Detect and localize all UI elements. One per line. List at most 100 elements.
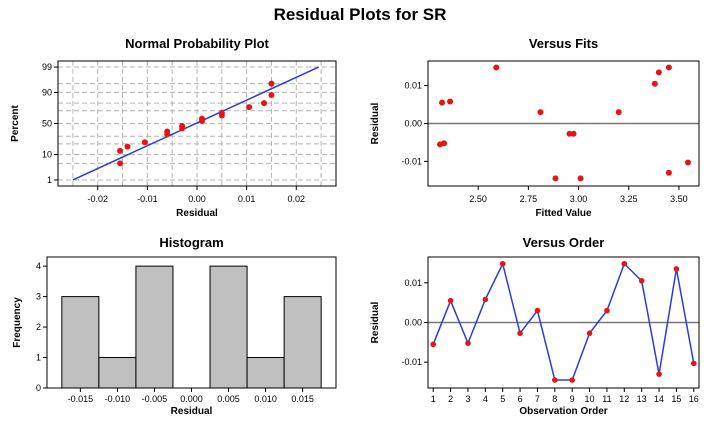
data-point: [117, 147, 124, 154]
y-tick-label: 2: [36, 322, 41, 332]
x-tick-label: 13: [637, 394, 647, 404]
histogram-bar: [246, 357, 285, 389]
x-axis-label: Observation Order: [519, 406, 607, 417]
data-point: [124, 143, 131, 150]
x-tick-label: 1: [431, 394, 436, 404]
data-point: [482, 296, 489, 303]
histogram-bar: [135, 265, 174, 389]
data-point: [586, 330, 593, 337]
x-tick-label: -0.02: [87, 194, 108, 204]
panel-title: Versus Order: [523, 235, 605, 250]
histogram-bar: [283, 296, 322, 389]
data-point: [198, 115, 205, 122]
data-point: [665, 169, 672, 176]
y-tick-label: 10: [42, 150, 52, 160]
x-tick-label: 0.015: [291, 394, 314, 404]
data-point: [621, 260, 628, 267]
x-tick-label: 11: [602, 394, 611, 404]
data-point: [615, 109, 622, 116]
data-point: [268, 80, 275, 87]
x-tick-label: 2.50: [469, 194, 487, 204]
x-tick-label: 3.25: [620, 194, 638, 204]
x-axis-label: Residual: [176, 208, 218, 219]
y-axis-label: Residual: [370, 301, 381, 343]
fitted-normal-line: [72, 66, 319, 181]
x-tick-label: 9: [570, 394, 575, 404]
data-point: [430, 341, 437, 348]
plot-frame: [427, 60, 700, 187]
y-tick-label: -0.01: [401, 357, 422, 367]
data-point: [179, 122, 186, 129]
plot-frame: [427, 256, 700, 389]
data-point: [655, 69, 662, 76]
data-point: [246, 104, 253, 111]
data-point: [604, 307, 610, 314]
x-tick-label: 0.02: [288, 194, 306, 204]
y-axis-label: Frequency: [12, 297, 23, 348]
y-tick-label: 50: [42, 119, 52, 129]
y-tick-label: 3: [36, 292, 41, 302]
x-tick-label: 2.75: [520, 194, 538, 204]
data-point: [673, 266, 680, 272]
x-tick-label: 2: [448, 394, 453, 404]
data-point: [517, 330, 523, 337]
x-tick-label: 10: [585, 394, 595, 404]
data-point: [537, 109, 544, 116]
data-point: [465, 340, 471, 346]
x-tick-label: 0.000: [180, 394, 203, 404]
y-axis-label: Residual: [370, 102, 381, 144]
plot-frame: [46, 256, 337, 389]
x-tick-label: 16: [689, 394, 699, 404]
data-point: [534, 307, 541, 314]
y-tick-label: -0.01: [401, 156, 422, 166]
x-tick-label: 4: [483, 394, 488, 404]
x-tick-label: 0.01: [238, 194, 256, 204]
y-tick-label: 1: [36, 353, 41, 363]
data-point: [447, 297, 454, 304]
plot-frame: [57, 60, 337, 187]
data-point: [218, 109, 225, 116]
y-axis-label: Percent: [10, 104, 21, 141]
x-tick-label: 8: [552, 394, 557, 404]
x-tick-label: 3.50: [670, 194, 688, 204]
x-tick-label: 3.00: [570, 194, 588, 204]
histogram-bar: [61, 296, 100, 389]
data-point: [493, 64, 500, 71]
panel-title: Versus Fits: [529, 36, 598, 51]
x-axis-label: Residual: [171, 406, 213, 417]
data-point: [552, 175, 559, 182]
x-tick-label: 6: [518, 394, 523, 404]
histogram-bar: [98, 357, 137, 389]
x-tick-label: -0.015: [68, 394, 94, 404]
x-axis-label: Fitted Value: [535, 208, 592, 219]
x-tick-label: 7: [535, 394, 540, 404]
x-tick-label: 12: [619, 394, 629, 404]
panel-title: Normal Probability Plot: [125, 36, 269, 51]
panel-fits: Versus Fits Fitted Value Residual 2.50 2.75 3…: [370, 36, 700, 219]
data-point: [651, 80, 658, 87]
x-tick-label: 0.005: [217, 394, 240, 404]
y-tick-label: 99: [42, 62, 52, 72]
data-point: [141, 139, 148, 146]
panel-title: Histogram: [159, 235, 223, 250]
data-point: [638, 278, 645, 284]
y-tick-label: 90: [42, 87, 52, 97]
data-point: [552, 377, 558, 383]
x-tick-label: 5: [500, 394, 505, 404]
x-tick-label: -0.010: [105, 394, 131, 404]
histogram-bar: [209, 265, 248, 389]
panel-normal: Normal Probability Plot Residual Percent -0…: [10, 36, 337, 219]
x-tick-label: -0.005: [142, 394, 168, 404]
x-tick-label: 3: [465, 394, 470, 404]
data-point: [684, 159, 691, 166]
data-point: [268, 91, 275, 98]
data-point: [441, 140, 448, 147]
data-point: [665, 64, 672, 71]
x-tick-label: 14: [654, 394, 664, 404]
residual-order-line: [432, 261, 695, 381]
y-tick-label: 0.00: [404, 318, 422, 328]
data-point: [261, 100, 268, 107]
y-tick-label: 4: [36, 261, 41, 271]
